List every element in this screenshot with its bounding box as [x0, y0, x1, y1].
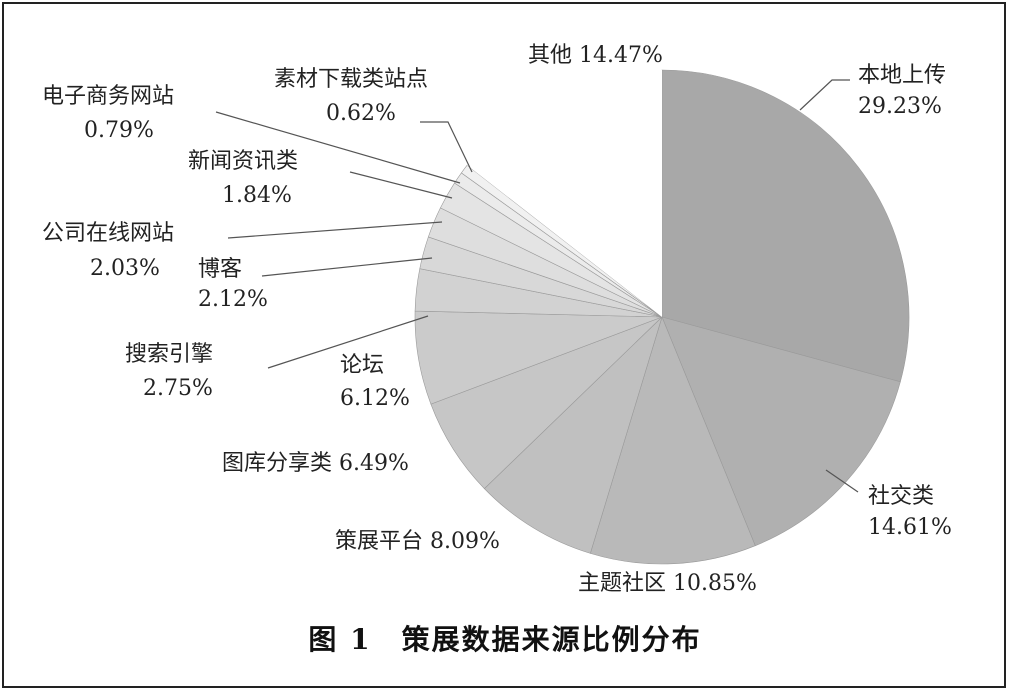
- slice-label: 主题社区 10.85%: [578, 571, 757, 596]
- slice-value: 14.61%: [868, 515, 952, 540]
- pie-slice: [589, 316, 756, 565]
- slice-label: 社交类: [868, 484, 934, 509]
- slice-value: 2.75%: [143, 376, 213, 401]
- slice-label: 素材下载类站点: [274, 67, 428, 92]
- pie-slice: [460, 164, 663, 318]
- leader-line: [215, 111, 461, 184]
- leader-line: [349, 171, 453, 199]
- slice-value: 2.03%: [90, 256, 160, 281]
- slice-label: 博客: [198, 257, 242, 282]
- slice-label: 电子商务网站: [42, 84, 174, 109]
- slice-value: 6.12%: [340, 386, 410, 411]
- slice-value: 2.12%: [198, 287, 268, 312]
- slice-label: 新闻资讯类: [188, 149, 298, 174]
- pie-slice: [467, 70, 662, 317]
- pie-slice: [483, 315, 663, 554]
- slice-value: 1.84%: [222, 183, 292, 208]
- slice-value: 0.62%: [326, 101, 396, 126]
- slice-value: 0.79%: [84, 118, 154, 143]
- leader-line: [261, 257, 433, 277]
- slice-label: 策展平台 8.09%: [335, 529, 500, 554]
- slice-label: 本地上传: [858, 63, 946, 88]
- slice-label: 论坛: [340, 353, 384, 378]
- slice-value: 29.23%: [858, 94, 942, 119]
- pie-slice: [661, 69, 910, 383]
- chart-caption: 图 1 策展数据来源比例分布: [308, 623, 702, 656]
- leader-line: [267, 315, 429, 369]
- slice-label: 其他 14.47%: [528, 43, 663, 68]
- slice-label: 公司在线网站: [42, 221, 174, 246]
- slice-label: 搜索引擎: [125, 342, 213, 367]
- leader-line: [825, 469, 859, 493]
- slice-label: 图库分享类 6.49%: [222, 451, 409, 476]
- leader-line: [420, 121, 473, 173]
- pie-slice: [661, 316, 901, 547]
- leader-line: [227, 221, 443, 239]
- leader-line: [799, 79, 850, 111]
